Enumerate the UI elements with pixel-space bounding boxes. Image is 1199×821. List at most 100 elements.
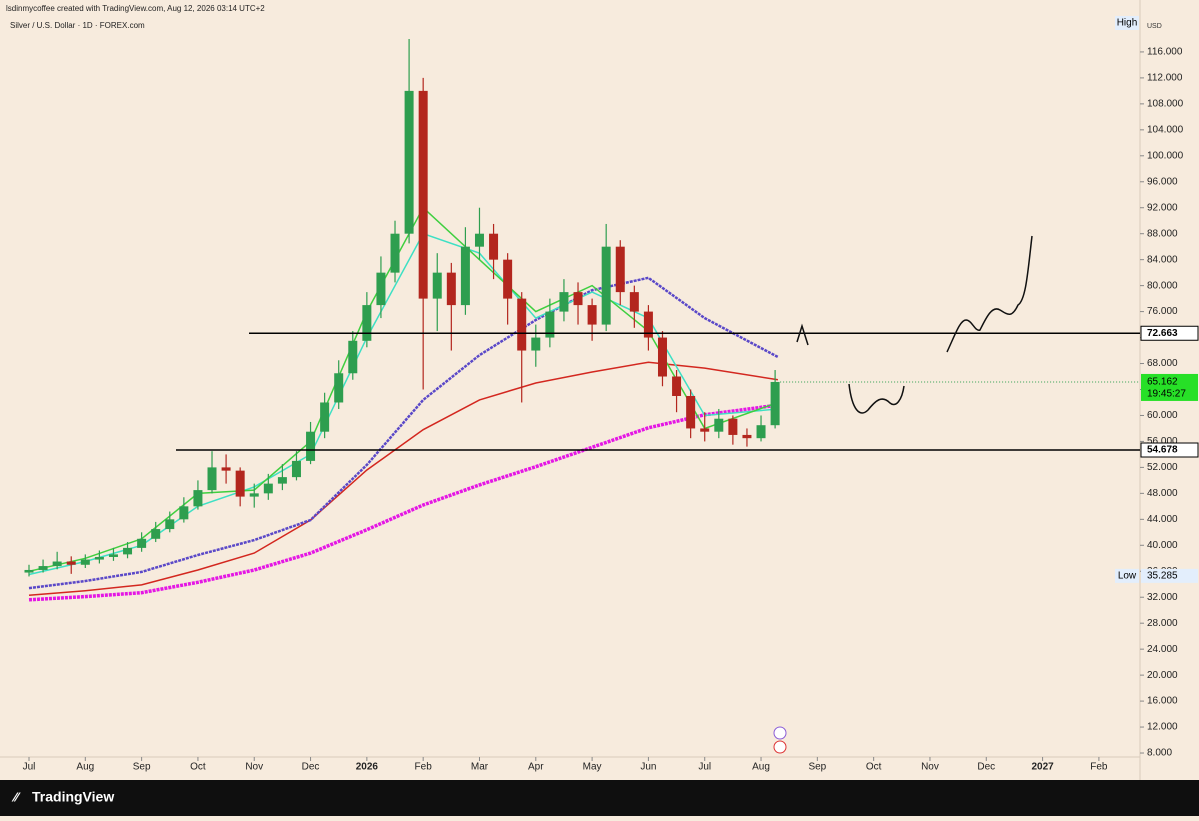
y-tick-label: 92.000 xyxy=(1147,202,1178,213)
x-tick-label: Sep xyxy=(133,762,151,773)
candle-body xyxy=(657,337,667,377)
countdown: 19:45:27 xyxy=(1147,389,1186,400)
candle-body xyxy=(348,340,358,374)
symbol-title: Silver / U.S. Dollar · 1D · FOREX.com xyxy=(10,21,145,30)
candle-body xyxy=(151,529,161,539)
brand: TradingView xyxy=(32,789,114,805)
y-tick-label: 96.000 xyxy=(1147,176,1178,187)
y-tick-label: 12.000 xyxy=(1147,722,1178,733)
low-label: Low xyxy=(1118,571,1137,582)
attribution: lsdinmycoffee created with TradingView.c… xyxy=(6,4,265,13)
y-tick-label: 112.000 xyxy=(1147,73,1183,84)
x-tick-label: May xyxy=(583,762,602,773)
last-price-box xyxy=(1141,373,1198,401)
candle-body xyxy=(193,490,203,507)
level-label: 72.663 xyxy=(1147,328,1178,339)
low-box xyxy=(1115,568,1139,583)
candle-body xyxy=(643,311,653,338)
x-tick-label: Aug xyxy=(752,762,770,773)
high-box xyxy=(1115,16,1139,30)
y-tick-label: 68.000 xyxy=(1147,358,1178,369)
x-tick-label: Oct xyxy=(866,762,882,773)
candle-body xyxy=(137,538,147,548)
y-tick-label: 32.000 xyxy=(1147,592,1178,603)
candle-body xyxy=(179,506,189,520)
candle-body xyxy=(714,418,724,432)
low-value-box xyxy=(1141,568,1198,583)
last-price-label: 65.162 xyxy=(1147,377,1178,388)
x-tick-label: Jun xyxy=(640,762,656,773)
logo-mark: ⁄⁄ xyxy=(11,789,21,804)
y-tick-label: 40.000 xyxy=(1147,540,1178,551)
y-tick-label: 24.000 xyxy=(1147,644,1178,655)
candle-body xyxy=(672,376,682,396)
x-tick-label: Jul xyxy=(23,762,36,773)
candle-body xyxy=(700,428,710,432)
x-tick-label: 2026 xyxy=(356,762,379,773)
x-tick-label: Jul xyxy=(698,762,711,773)
event-icon[interactable] xyxy=(773,740,787,754)
y-tick-label: 52.000 xyxy=(1147,462,1178,473)
candle-body xyxy=(545,311,555,338)
candle-body xyxy=(390,233,400,273)
drawing xyxy=(946,235,1033,353)
candle-layer xyxy=(24,38,780,577)
candle-body xyxy=(432,272,442,299)
candle-body xyxy=(376,272,386,306)
candle-body xyxy=(559,292,569,312)
y-tick-label: 108.000 xyxy=(1147,99,1184,110)
y-tick-label: 56.000 xyxy=(1147,436,1178,447)
y-tick-label: 28.000 xyxy=(1147,618,1178,629)
candle-body xyxy=(770,381,780,426)
candle-body xyxy=(531,337,541,351)
candle-body xyxy=(601,246,611,325)
candle-body xyxy=(629,292,639,312)
candle-body xyxy=(165,519,175,530)
level-label-box xyxy=(1140,442,1199,458)
drawing xyxy=(796,323,809,346)
candle-body xyxy=(517,298,527,351)
candle-body xyxy=(235,470,245,497)
candle-body xyxy=(404,90,414,234)
candle-body xyxy=(277,477,287,484)
y-tick-label: 8.000 xyxy=(1147,748,1172,759)
y-tick-label: 116.000 xyxy=(1147,47,1183,58)
candle-body xyxy=(320,402,330,432)
candle-body xyxy=(123,547,133,555)
candle-body xyxy=(94,556,104,560)
candle-body xyxy=(207,467,217,491)
candle-body xyxy=(221,467,231,471)
x-tick-label: Dec xyxy=(977,762,995,773)
x-tick-label: Mar xyxy=(471,762,489,773)
candle-body xyxy=(446,272,456,306)
candle-body xyxy=(615,246,625,293)
candle-body xyxy=(306,431,316,461)
high-label: High xyxy=(1117,18,1138,29)
low-value: 35.285 xyxy=(1147,571,1178,582)
x-tick-label: Sep xyxy=(808,762,826,773)
candle-body xyxy=(503,259,513,299)
candle-body xyxy=(587,305,597,325)
currency: USD xyxy=(1147,23,1162,30)
x-tick-label: Feb xyxy=(1090,762,1108,773)
candle-body xyxy=(742,434,752,439)
candle-body xyxy=(263,483,273,494)
y-tick-label: 100.000 xyxy=(1147,150,1184,161)
x-tick-label: 2027 xyxy=(1031,762,1054,773)
x-tick-label: Dec xyxy=(302,762,320,773)
candle-body xyxy=(756,425,766,439)
level-label-box xyxy=(1140,325,1199,341)
y-tick-label: 84.000 xyxy=(1147,254,1178,265)
x-tick-label: Feb xyxy=(415,762,433,773)
y-tick-label: 48.000 xyxy=(1147,488,1178,499)
level-label: 54.678 xyxy=(1147,445,1178,456)
event-icon[interactable] xyxy=(773,726,787,740)
y-tick-label: 104.000 xyxy=(1147,124,1184,135)
y-tick-label: 88.000 xyxy=(1147,228,1178,239)
drawing xyxy=(848,383,905,414)
candle-body xyxy=(80,559,90,565)
candle-body xyxy=(66,561,76,565)
moving-average xyxy=(28,232,778,576)
